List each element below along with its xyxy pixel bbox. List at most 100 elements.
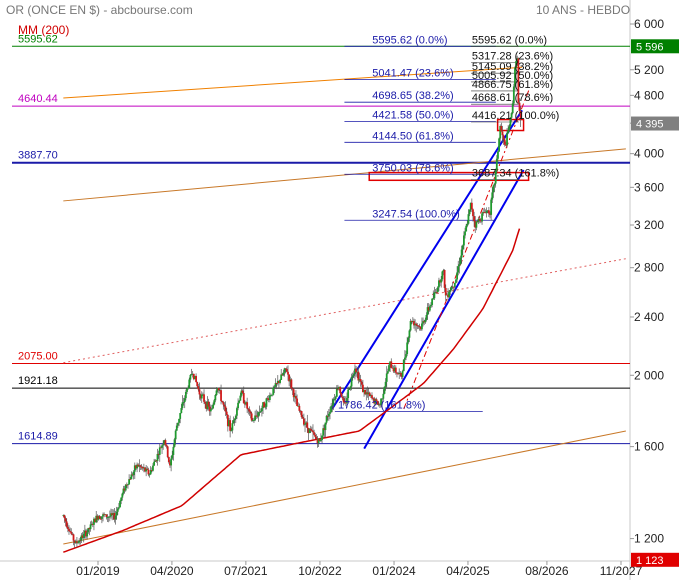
- price-badge-label: 4 395: [636, 119, 664, 131]
- candle-body: [464, 231, 466, 236]
- candle-body: [186, 388, 188, 392]
- fib-label: 5041.47 (23.6%): [372, 68, 453, 80]
- candle-body: [406, 342, 409, 355]
- candle-body: [330, 406, 333, 413]
- candle-body: [393, 367, 396, 372]
- drawing-lines: [12, 45, 630, 545]
- candle-body: [78, 540, 81, 543]
- candle-body: [149, 470, 152, 475]
- candle-body: [321, 435, 323, 441]
- candle-body: [385, 373, 388, 382]
- candle-body: [460, 249, 463, 258]
- fib-right-label: 4866.75 (61.8%): [472, 79, 553, 91]
- candle-body: [280, 374, 283, 380]
- candle-body: [337, 388, 339, 390]
- candle-body: [347, 389, 350, 399]
- candle-body: [201, 394, 204, 396]
- candle-body: [334, 396, 337, 399]
- candle-body: [451, 286, 454, 288]
- x-tick-label: 01/2019: [76, 564, 120, 578]
- candle-body: [177, 422, 179, 426]
- candle-body: [304, 423, 306, 425]
- candle-body: [506, 133, 508, 146]
- candle-body: [189, 374, 192, 380]
- candle-body: [77, 542, 79, 544]
- moving-average: [63, 228, 521, 553]
- candle-body: [255, 415, 258, 417]
- candle-body: [212, 404, 215, 409]
- candle-body: [150, 470, 153, 471]
- candle-body: [135, 465, 137, 469]
- ma-line: [63, 228, 521, 553]
- candle-body: [217, 388, 220, 391]
- candle-body: [208, 406, 211, 412]
- candle-body: [69, 531, 72, 532]
- candle-body: [324, 422, 327, 431]
- y-tick-label: 1 600: [634, 440, 664, 454]
- x-tick-label: 08/2026: [525, 564, 569, 578]
- candle-body: [90, 523, 93, 525]
- candle-body: [124, 484, 127, 491]
- candle-body: [495, 158, 498, 171]
- candle-body: [318, 438, 321, 442]
- candle-body: [430, 304, 432, 307]
- candle-body: [458, 264, 461, 267]
- candle-body: [397, 373, 399, 375]
- candle-body: [360, 381, 363, 385]
- candle-body: [364, 389, 367, 395]
- level-label: 5595.62: [18, 33, 58, 45]
- candle-body: [73, 540, 76, 543]
- candle-body: [363, 389, 365, 393]
- candle-body: [171, 454, 174, 459]
- candle-body: [167, 457, 170, 463]
- price-badge: [631, 39, 679, 54]
- candle-body: [312, 430, 314, 433]
- candle-body: [93, 518, 95, 525]
- fib-right-label: 5595.62 (0.0%): [472, 34, 547, 46]
- trend-line: [63, 258, 626, 364]
- candle-body: [141, 467, 144, 469]
- candle-body: [89, 524, 92, 530]
- fib-right-label: 5005.92 (50.0%): [472, 70, 553, 82]
- candle-body: [283, 368, 286, 373]
- candle-body: [261, 408, 263, 412]
- candle-body: [403, 357, 406, 360]
- candle-body: [74, 541, 77, 543]
- candle-body: [373, 398, 376, 404]
- candle-body: [245, 402, 247, 405]
- candle-body: [262, 402, 264, 409]
- candle-body: [416, 325, 419, 326]
- candle-body: [427, 307, 430, 311]
- candle-body: [469, 202, 472, 210]
- candle-body: [298, 405, 301, 411]
- x-tick-label: 01/2024: [372, 564, 416, 578]
- candle-body: [473, 216, 476, 222]
- candle-body: [352, 373, 355, 376]
- y-tick-label: 3 600: [634, 180, 664, 194]
- candle-body: [173, 439, 176, 447]
- y-tick-label: 1 200: [634, 532, 664, 546]
- candle-body: [296, 398, 298, 407]
- candle-body: [199, 394, 202, 399]
- candle-body: [350, 377, 353, 387]
- candle-body: [369, 395, 372, 397]
- candle-body: [455, 279, 457, 283]
- candle-body: [339, 386, 342, 394]
- trend-line: [63, 66, 523, 99]
- candle-body: [102, 514, 104, 517]
- candle-body: [500, 126, 503, 132]
- candle-body: [315, 436, 318, 440]
- candle-body: [246, 402, 249, 409]
- candle-body: [415, 323, 418, 326]
- candle-body: [81, 535, 84, 538]
- annotations: 5595.62 4640.44 3887.70 2075.00 1921.18 1614.…: [18, 33, 559, 442]
- candle-body: [386, 371, 389, 374]
- candle-body: [383, 386, 386, 394]
- candle-body: [291, 388, 294, 390]
- candle-body: [295, 395, 297, 399]
- candle-body: [418, 326, 421, 328]
- candle-body: [452, 286, 455, 288]
- candle-body: [68, 528, 70, 532]
- candle-body: [402, 359, 405, 372]
- candle-body: [233, 418, 236, 421]
